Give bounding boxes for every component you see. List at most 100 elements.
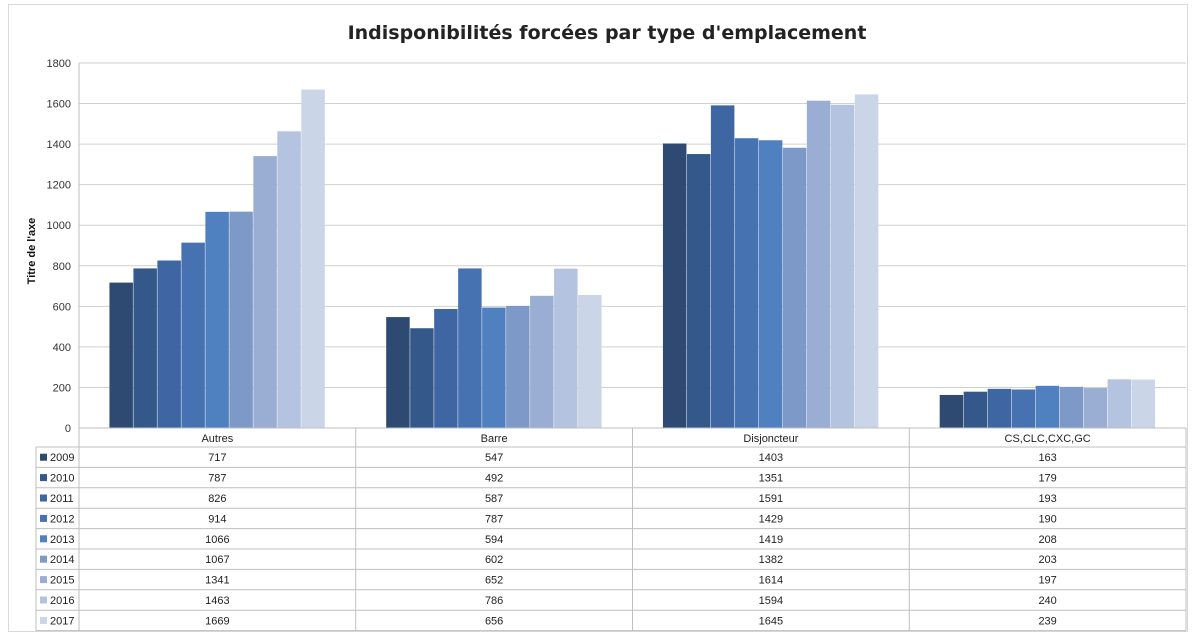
bar-2013-2 bbox=[758, 140, 783, 428]
y-tick-label: 200 bbox=[53, 382, 71, 394]
data-table-cell: 1594 bbox=[759, 595, 783, 607]
bar-2012-3 bbox=[1011, 389, 1036, 428]
category-label: Barre bbox=[481, 433, 508, 445]
data-table-cell: 656 bbox=[485, 615, 503, 627]
legend-label: 2016 bbox=[50, 595, 74, 607]
bar-2009-1 bbox=[386, 317, 410, 428]
bar-2011-3 bbox=[987, 388, 1012, 428]
bar-2010-1 bbox=[410, 328, 434, 428]
legend-label: 2014 bbox=[50, 554, 74, 566]
data-table-cell: 587 bbox=[485, 493, 503, 505]
category-label: Disjoncteur bbox=[743, 433, 798, 445]
bar-2017-2 bbox=[854, 94, 879, 429]
bar-2014-3 bbox=[1059, 386, 1084, 428]
bars bbox=[109, 89, 1156, 429]
category-label: Autres bbox=[201, 433, 233, 445]
bar-2016-0 bbox=[277, 131, 301, 428]
data-table-cell: 239 bbox=[1038, 615, 1056, 627]
data-table-cell: 786 bbox=[485, 595, 503, 607]
legend-label: 2009 bbox=[50, 452, 74, 464]
bar-2012-2 bbox=[734, 138, 759, 428]
y-tick-label: 600 bbox=[53, 301, 71, 313]
data-table-cell: 1351 bbox=[759, 473, 783, 485]
bar-2015-1 bbox=[530, 295, 554, 428]
bar-2015-3 bbox=[1083, 388, 1108, 428]
y-axis-label: Titre de l'axe bbox=[26, 218, 38, 285]
y-tick-label: 1400 bbox=[47, 139, 71, 151]
bar-2014-1 bbox=[506, 305, 530, 428]
data-table-cell: 1591 bbox=[759, 493, 783, 505]
data-table-cell: 602 bbox=[485, 554, 503, 566]
y-axis-ticks: 0 200 400 600 800 1000 1200 1400 1600 1800 bbox=[47, 58, 71, 435]
data-table-cell: 787 bbox=[208, 473, 226, 485]
data-table-cell: 190 bbox=[1038, 513, 1056, 525]
bar-2011-2 bbox=[710, 105, 735, 428]
legend-swatch-2017 bbox=[40, 616, 47, 624]
data-table-cell: 240 bbox=[1038, 595, 1056, 607]
data-table-cell: 193 bbox=[1038, 493, 1056, 505]
legend-label: 2012 bbox=[50, 513, 74, 525]
data-table-cell: 1382 bbox=[759, 554, 783, 566]
bar-2014-0 bbox=[229, 211, 253, 428]
data-table-cell: 1403 bbox=[759, 452, 783, 464]
legend-swatch-2016 bbox=[40, 596, 47, 604]
legend-swatch-2014 bbox=[40, 555, 47, 563]
legend-label: 2013 bbox=[50, 534, 74, 546]
data-table-cell: 914 bbox=[208, 513, 226, 525]
bar-2009-0 bbox=[109, 282, 133, 428]
bar-2011-0 bbox=[157, 260, 181, 428]
bar-2010-2 bbox=[686, 154, 711, 428]
y-tick-label: 1800 bbox=[47, 58, 71, 70]
data-table-cell: 208 bbox=[1038, 534, 1056, 546]
bar-2009-2 bbox=[662, 143, 687, 428]
data-table-cell: 197 bbox=[1038, 575, 1056, 587]
bar-2017-0 bbox=[301, 89, 325, 428]
bar-2015-2 bbox=[806, 100, 831, 428]
y-tick-label: 800 bbox=[53, 261, 71, 273]
chart-svg: Indisponibilités forcées par type d'empl… bbox=[26, 22, 1187, 632]
y-tick-label: 1000 bbox=[47, 220, 71, 232]
data-table-cell: 1429 bbox=[759, 513, 783, 525]
category-label: CS,CLC,CXC,GC bbox=[1005, 433, 1091, 445]
legend-label: 2015 bbox=[50, 575, 74, 587]
bar-2014-2 bbox=[782, 147, 807, 428]
legend-swatch-2013 bbox=[40, 535, 47, 543]
legend-swatch-2011 bbox=[40, 494, 47, 502]
data-table-cell: 717 bbox=[208, 452, 226, 464]
data-table-cell: 203 bbox=[1038, 554, 1056, 566]
bar-2013-3 bbox=[1035, 385, 1060, 428]
bar-2016-2 bbox=[830, 104, 855, 429]
bar-2017-3 bbox=[1131, 379, 1156, 428]
data-table-cell: 547 bbox=[485, 452, 503, 464]
legend-swatch-2009 bbox=[40, 453, 47, 461]
data-table-cell: 492 bbox=[485, 473, 503, 485]
data-table-cell: 594 bbox=[485, 534, 503, 546]
data-table-cell: 826 bbox=[208, 493, 226, 505]
y-tick-label: 400 bbox=[53, 342, 71, 354]
bar-2012-1 bbox=[458, 268, 482, 428]
bar-2013-0 bbox=[205, 211, 229, 428]
legend-label: 2011 bbox=[50, 493, 74, 505]
data-table-cell: 1669 bbox=[205, 615, 229, 627]
data-table: Autres Barre Disjoncteur CS,CLC,CXC,GC 2009 7… bbox=[35, 427, 1187, 632]
bar-2013-1 bbox=[482, 307, 506, 428]
bar-2011-1 bbox=[434, 308, 458, 428]
bar-2010-0 bbox=[133, 268, 157, 428]
data-table-cell: 163 bbox=[1038, 452, 1056, 464]
bar-2016-3 bbox=[1107, 379, 1132, 428]
legend-swatch-2010 bbox=[40, 474, 47, 482]
legend-label: 2017 bbox=[50, 615, 74, 627]
bar-2015-0 bbox=[253, 156, 277, 428]
legend-swatch-2015 bbox=[40, 576, 47, 584]
y-tick-label: 1200 bbox=[47, 180, 71, 192]
data-table-cell: 1067 bbox=[205, 554, 229, 566]
bar-2017-1 bbox=[578, 294, 602, 428]
y-tick-label: 0 bbox=[65, 423, 71, 435]
data-table-cell: 652 bbox=[485, 575, 503, 587]
data-table-cell: 1341 bbox=[205, 575, 229, 587]
data-table-cell: 1463 bbox=[205, 595, 229, 607]
chart-title: Indisponibilités forcées par type d'empl… bbox=[348, 22, 867, 44]
data-table-cell: 787 bbox=[485, 513, 503, 525]
data-table-cell: 179 bbox=[1038, 473, 1056, 485]
data-table-cell: 1419 bbox=[759, 534, 783, 546]
